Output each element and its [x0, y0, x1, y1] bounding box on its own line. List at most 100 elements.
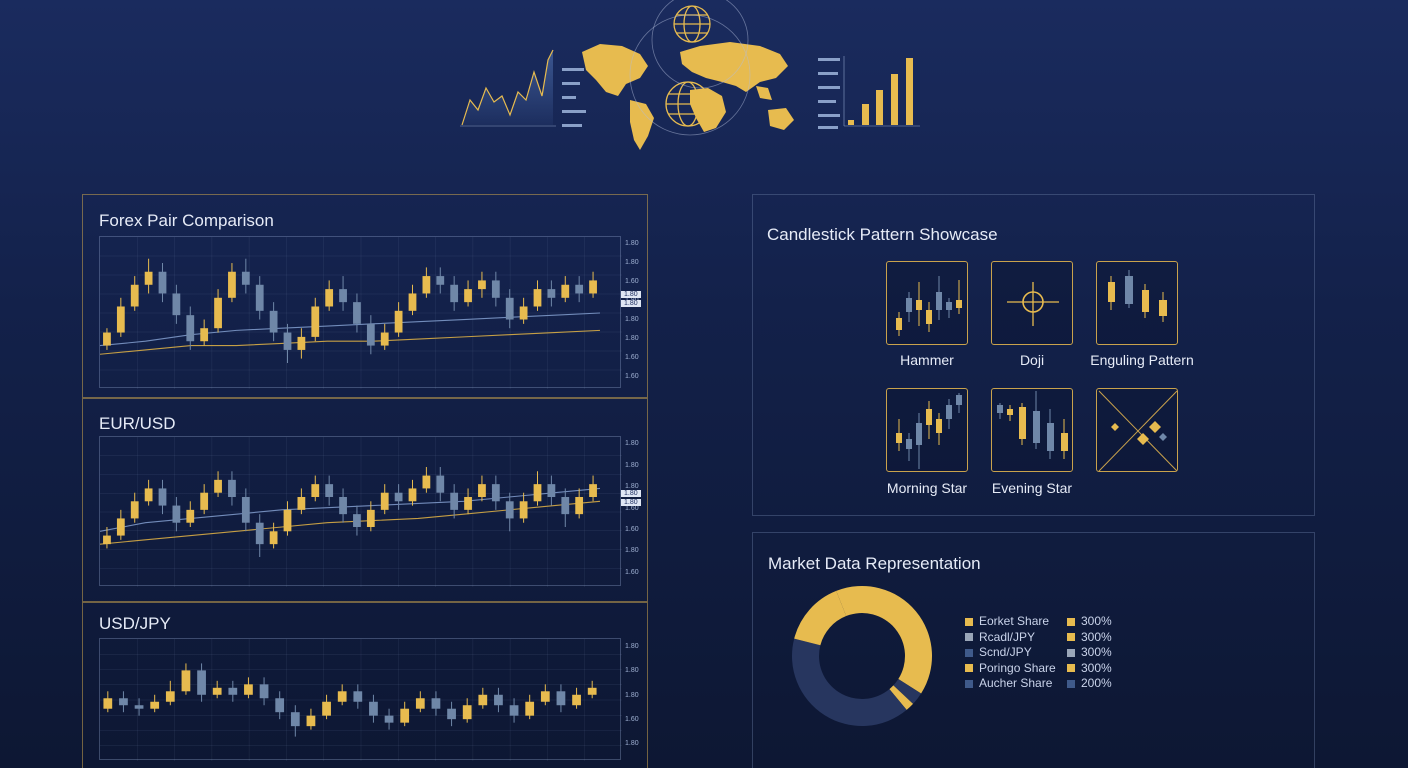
candle [462, 698, 472, 723]
candle [353, 505, 361, 536]
morning-star-label: Morning Star [886, 480, 968, 496]
crossed-diamonds-pattern-icon [1098, 390, 1178, 472]
candle [561, 276, 570, 303]
candle [186, 306, 195, 350]
legend-value-swatch [1067, 617, 1075, 626]
legend-swatch [965, 648, 973, 657]
candle [130, 492, 139, 523]
evening-star-label: Evening Star [991, 480, 1073, 496]
candle [325, 475, 334, 506]
legend-label: Scnd/JPY [979, 645, 1032, 659]
y-tick-label: 1.80 [625, 258, 639, 266]
legend-label: Poringo Share [979, 660, 1056, 675]
legend-value-text: 300% [1081, 660, 1112, 675]
candle [540, 684, 550, 706]
legend-value: 300% [1067, 645, 1112, 659]
market-data-panel [752, 532, 1315, 768]
legend-item: Rcadl/JPY [965, 630, 1035, 644]
candle [255, 514, 264, 557]
evening-star-tile[interactable] [991, 388, 1073, 472]
legend-item: Eorket Share [965, 614, 1049, 628]
candle [337, 684, 347, 706]
engulfing-pattern-icon [1108, 270, 1167, 322]
candle [339, 276, 347, 311]
world-map-infographic [460, 0, 920, 150]
candle [165, 680, 175, 706]
candle [408, 284, 417, 316]
forex-comparison-chart [99, 236, 622, 389]
legend-value-text: 300% [1081, 614, 1112, 628]
engulfing-tile[interactable] [1096, 261, 1178, 345]
legend-label: Eorket Share [979, 614, 1050, 628]
y-tick-label: 1.60 [625, 504, 639, 512]
candle [422, 267, 431, 298]
candle [322, 694, 331, 720]
candle [478, 687, 488, 709]
legend-swatch [965, 664, 973, 673]
candle [158, 479, 167, 515]
usdjpy-panel [82, 602, 648, 768]
evening-star-pattern-icon [997, 391, 1068, 459]
y-tick-label: 1.80 [625, 315, 639, 323]
mini-bar-chart-icon [843, 56, 920, 127]
legend-value-text: 200% [1081, 676, 1112, 690]
price-tag: 1.80 [621, 490, 641, 497]
legend-value-text: 300% [1081, 629, 1112, 644]
candle [519, 297, 528, 324]
candle [572, 687, 581, 709]
morning-star-tile[interactable] [886, 388, 968, 472]
candle [290, 705, 300, 737]
legend-value: 300% [1067, 630, 1112, 644]
candlestick-panel-title: Candlestick Pattern Showcase [767, 225, 998, 244]
candle [450, 484, 459, 519]
candle [394, 302, 403, 337]
doji-tile[interactable] [991, 261, 1073, 345]
candle [339, 488, 347, 523]
legend-value: 300% [1067, 614, 1112, 628]
candle [494, 687, 503, 713]
candle [214, 289, 222, 333]
candle [478, 475, 486, 502]
hammer-tile[interactable] [886, 261, 968, 345]
candle [172, 284, 181, 324]
y-tick-label: 1.60 [625, 353, 639, 361]
usdjpy-svg [100, 639, 622, 761]
candle [561, 488, 570, 527]
eurusd-panel-title: EUR/USD [99, 414, 176, 433]
legend-value-swatch [1067, 664, 1075, 673]
y-tick-label: 1.80 [625, 691, 639, 699]
candle [587, 680, 597, 699]
candle [431, 691, 441, 716]
candle [119, 691, 128, 713]
candle [241, 258, 250, 294]
candle [547, 280, 556, 307]
candle [533, 280, 542, 311]
legend-value-swatch [1067, 633, 1075, 642]
legend-swatch [965, 679, 973, 688]
candle [369, 694, 378, 723]
candle [283, 501, 292, 536]
y-tick-label: 1.60 [625, 716, 639, 724]
eurusd-svg [99, 437, 622, 587]
candle [447, 701, 456, 727]
candle [228, 263, 236, 303]
candle [144, 258, 153, 294]
candle [394, 484, 403, 510]
candle [244, 677, 253, 699]
candle [269, 302, 278, 342]
crossed-pattern-tile[interactable] [1096, 388, 1178, 472]
candle [311, 297, 320, 342]
candle [505, 492, 514, 532]
candle [212, 680, 222, 699]
forex-pair-comparison-panel [82, 194, 648, 398]
candle [158, 263, 167, 303]
candle [450, 276, 459, 311]
legend-item: Poringo Share [965, 661, 1056, 675]
candle [422, 467, 431, 493]
y-tick-label: 1.60 [625, 568, 639, 576]
candle [436, 467, 445, 502]
y-tick-label: 1.80 [625, 440, 639, 448]
y-tick-label: 1.80 [625, 334, 639, 342]
candle [186, 501, 195, 527]
legend-value-swatch [1067, 648, 1075, 657]
